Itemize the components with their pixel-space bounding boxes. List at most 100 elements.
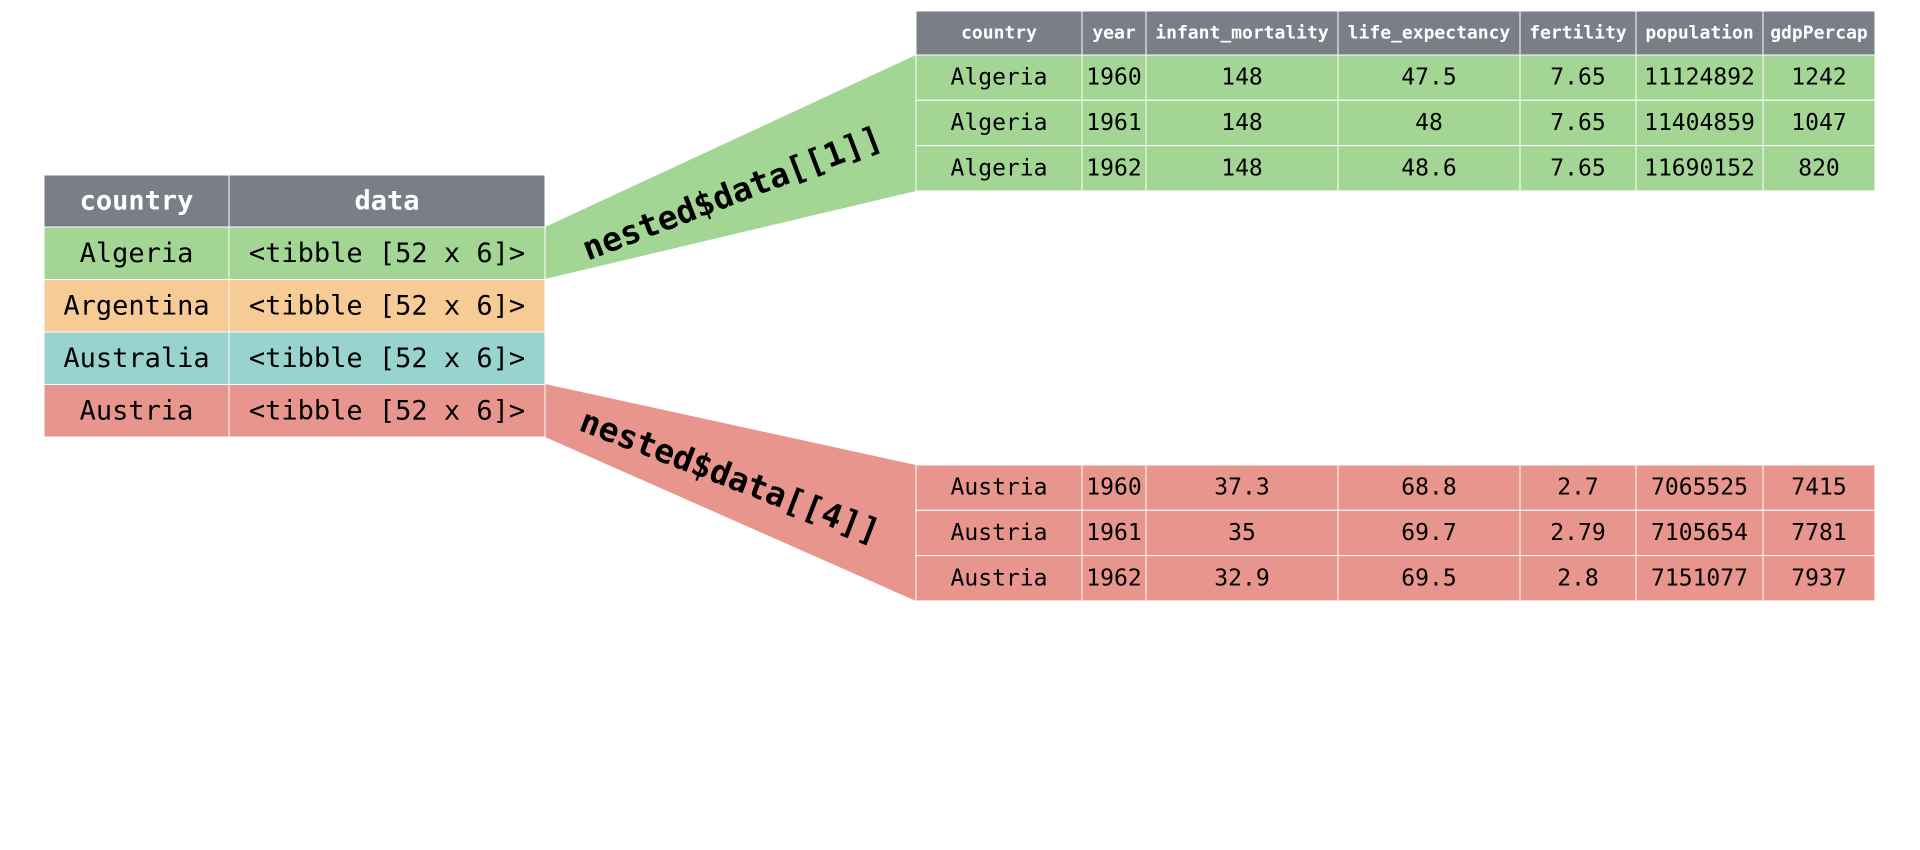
row-text: 48 [1415,110,1443,136]
row-cell [1519,99,1637,147]
row-cell [915,509,1083,557]
row-cell [1081,555,1147,602]
row-cell [1081,99,1147,147]
header-cell [228,174,546,228]
row-cell [1762,509,1876,557]
row-cell [43,331,230,385]
row-cell [915,54,1083,101]
row-cell [1145,99,1339,147]
row-cell [1519,555,1637,602]
row-text: 7105654 [1651,520,1748,546]
row-text: Algeria [951,155,1048,181]
row-text: 69.5 [1401,565,1456,591]
row-text: 1962 [1086,155,1141,181]
row-text: 69.7 [1401,520,1456,546]
row-cell [228,384,546,438]
header-cell [1519,10,1637,56]
header-text: population [1645,23,1753,44]
row-cell [1762,464,1876,511]
row-text: 1242 [1791,65,1846,91]
row-text: 1961 [1086,110,1141,136]
row-text: 47.5 [1401,65,1456,91]
row-cell [915,555,1083,602]
row-cell [1081,145,1147,192]
row-text: <tibble [52 x 6]> [249,395,525,426]
row-cell [1635,145,1764,192]
row-cell [228,279,546,333]
row-cell [1762,145,1876,192]
link-band [545,384,916,601]
row-cell [1635,509,1764,557]
row-text: 32.9 [1214,565,1269,591]
row-cell [1081,54,1147,101]
row-text: 1047 [1791,110,1846,136]
header-cell [1337,10,1521,56]
row-cell [1762,555,1876,602]
row-text: 1960 [1086,475,1141,501]
header-text: year [1092,23,1136,44]
row-text: 2.79 [1550,520,1605,546]
row-text: 7.65 [1550,110,1605,136]
row-cell [1519,464,1637,511]
row-text: 820 [1798,155,1840,181]
row-text: Algeria [951,65,1048,91]
header-text: data [354,186,419,217]
row-text: Austria [80,395,194,426]
row-text: <tibble [52 x 6]> [249,238,525,269]
header-text: infant_mortality [1155,23,1329,44]
header-cell [43,174,230,228]
row-text: Austria [951,520,1048,546]
row-text: 7065525 [1651,475,1748,501]
row-text: 37.3 [1214,475,1269,501]
row-text: Algeria [951,110,1048,136]
row-text: Algeria [80,238,194,269]
row-text: Austria [951,565,1048,591]
row-text: 11124892 [1644,65,1755,91]
row-cell [1635,54,1764,101]
row-cell [1145,145,1339,192]
row-cell [1081,509,1147,557]
row-text: 11690152 [1644,155,1755,181]
row-text: 7.65 [1550,155,1605,181]
row-text: 1960 [1086,65,1141,91]
row-cell [915,99,1083,147]
header-text: country [961,23,1037,44]
row-cell [1145,509,1339,557]
row-text: 7151077 [1651,565,1748,591]
row-cell [228,226,546,280]
header-text: country [80,186,194,217]
row-text: Argentina [63,290,209,321]
row-cell [228,331,546,385]
row-text: <tibble [52 x 6]> [249,290,525,321]
header-cell [1762,10,1876,56]
header-cell [1635,10,1764,56]
row-cell [43,384,230,438]
row-cell [1635,555,1764,602]
header-text: fertility [1529,23,1627,44]
row-cell [1337,509,1521,557]
row-text: 7415 [1791,475,1846,501]
row-cell [915,145,1083,192]
row-text: 148 [1221,155,1263,181]
row-text: 7937 [1791,565,1846,591]
row-text: 7.65 [1550,65,1605,91]
row-cell [1635,464,1764,511]
link-band [545,55,916,279]
row-text: 7781 [1791,520,1846,546]
row-text: 2.8 [1557,565,1599,591]
row-text: 2.7 [1557,475,1599,501]
row-text: Australia [63,343,209,374]
row-cell [1145,555,1339,602]
row-text: <tibble [52 x 6]> [249,343,525,374]
row-cell [915,464,1083,511]
row-text: 148 [1221,110,1263,136]
header-cell [915,10,1083,56]
header-text: gdpPercap [1770,23,1868,44]
row-cell [1337,54,1521,101]
row-cell [1337,145,1521,192]
row-text: Austria [951,475,1048,501]
row-text: 35 [1228,520,1256,546]
row-text: 68.8 [1401,475,1456,501]
row-text: 11404859 [1644,110,1755,136]
